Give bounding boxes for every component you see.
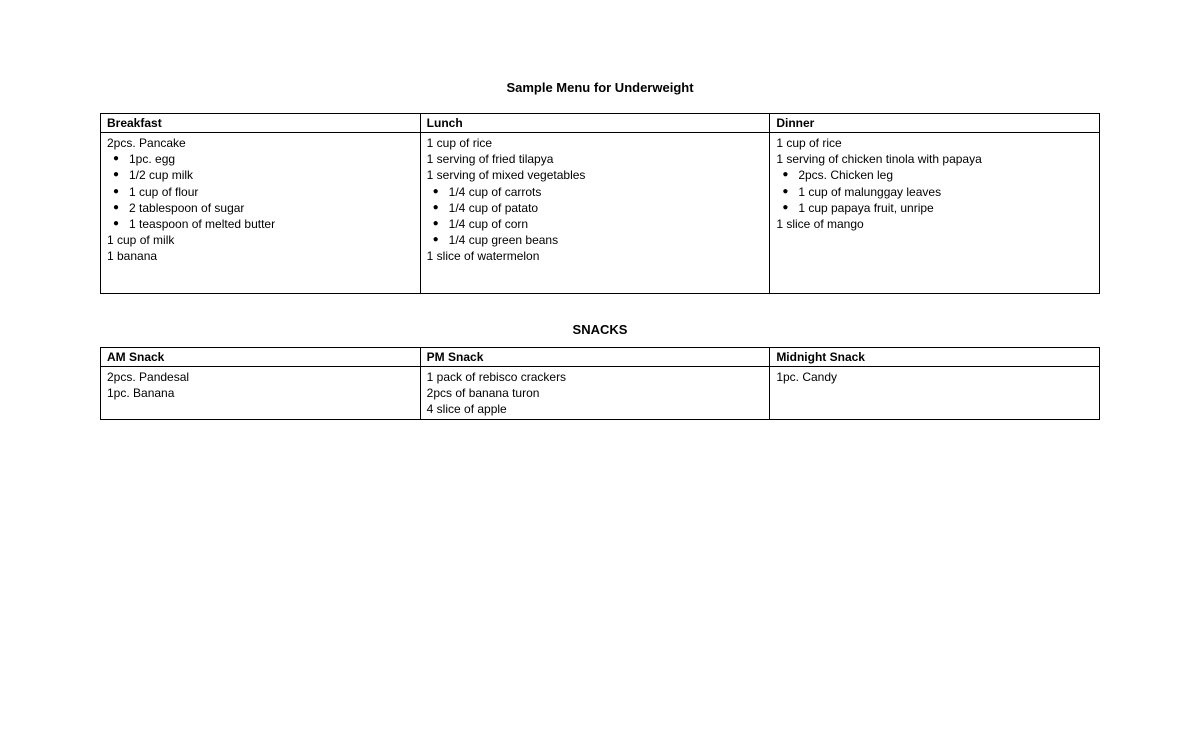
list-item-bullet: 1pc. egg	[107, 151, 414, 167]
meals-header-row: Breakfast Lunch Dinner	[101, 114, 1100, 133]
snacks-header-row: AM Snack PM Snack Midnight Snack	[101, 347, 1100, 366]
list-item-bullet: 1/4 cup of carrots	[427, 184, 764, 200]
list-item: 4 slice of apple	[427, 401, 764, 417]
list-item-bullet: 1 cup papaya fruit, unripe	[776, 200, 1093, 216]
list-item: 1 cup of rice	[427, 135, 764, 151]
meals-table: Breakfast Lunch Dinner 2pcs. Pancake1pc.…	[100, 113, 1100, 294]
meals-header-dinner: Dinner	[770, 114, 1100, 133]
list-item: 1pc. Banana	[107, 385, 414, 401]
midnight-snack-cell: 1pc. Candy	[770, 366, 1100, 420]
list-item-bullet: 1 cup of flour	[107, 184, 414, 200]
snacks-title: SNACKS	[100, 322, 1100, 337]
list-item: 2pcs. Pancake	[107, 135, 414, 151]
meals-header-breakfast: Breakfast	[101, 114, 421, 133]
list-item: 1 cup of rice	[776, 135, 1093, 151]
list-item: 1pc. Candy	[776, 369, 1093, 385]
meals-row: 2pcs. Pancake1pc. egg1/2 cup milk1 cup o…	[101, 133, 1100, 294]
dinner-cell: 1 cup of rice1 serving of chicken tinola…	[770, 133, 1100, 294]
lunch-cell: 1 cup of rice1 serving of fried tilapya1…	[420, 133, 770, 294]
list-item-bullet: 2 tablespoon of sugar	[107, 200, 414, 216]
list-item: 1 pack of rebisco crackers	[427, 369, 764, 385]
list-item: 1 slice of watermelon	[427, 248, 764, 264]
list-item: 2pcs. Pandesal	[107, 369, 414, 385]
list-item: 1 slice of mango	[776, 216, 1093, 232]
am-snack-cell: 2pcs. Pandesal1pc. Banana	[101, 366, 421, 420]
list-item: 1 serving of chicken tinola with papaya	[776, 151, 1093, 167]
page-title: Sample Menu for Underweight	[100, 80, 1100, 95]
list-item-bullet: 2pcs. Chicken leg	[776, 167, 1093, 183]
list-item: 2pcs of banana turon	[427, 385, 764, 401]
list-item-bullet: 1/4 cup green beans	[427, 232, 764, 248]
breakfast-cell: 2pcs. Pancake1pc. egg1/2 cup milk1 cup o…	[101, 133, 421, 294]
snacks-header-midnight: Midnight Snack	[770, 347, 1100, 366]
list-item-bullet: 1/4 cup of patato	[427, 200, 764, 216]
snacks-table: AM Snack PM Snack Midnight Snack 2pcs. P…	[100, 347, 1100, 421]
list-item-bullet: 1/4 cup of corn	[427, 216, 764, 232]
list-item-bullet: 1 teaspoon of melted butter	[107, 216, 414, 232]
list-item: 1 serving of fried tilapya	[427, 151, 764, 167]
meals-header-lunch: Lunch	[420, 114, 770, 133]
snacks-header-pm: PM Snack	[420, 347, 770, 366]
list-item: 1 serving of mixed vegetables	[427, 167, 764, 183]
list-item-bullet: 1/2 cup milk	[107, 167, 414, 183]
snacks-header-am: AM Snack	[101, 347, 421, 366]
list-item-bullet: 1 cup of malunggay leaves	[776, 184, 1093, 200]
list-item: 1 banana	[107, 248, 414, 264]
snacks-row: 2pcs. Pandesal1pc. Banana 1 pack of rebi…	[101, 366, 1100, 420]
pm-snack-cell: 1 pack of rebisco crackers2pcs of banana…	[420, 366, 770, 420]
list-item: 1 cup of milk	[107, 232, 414, 248]
